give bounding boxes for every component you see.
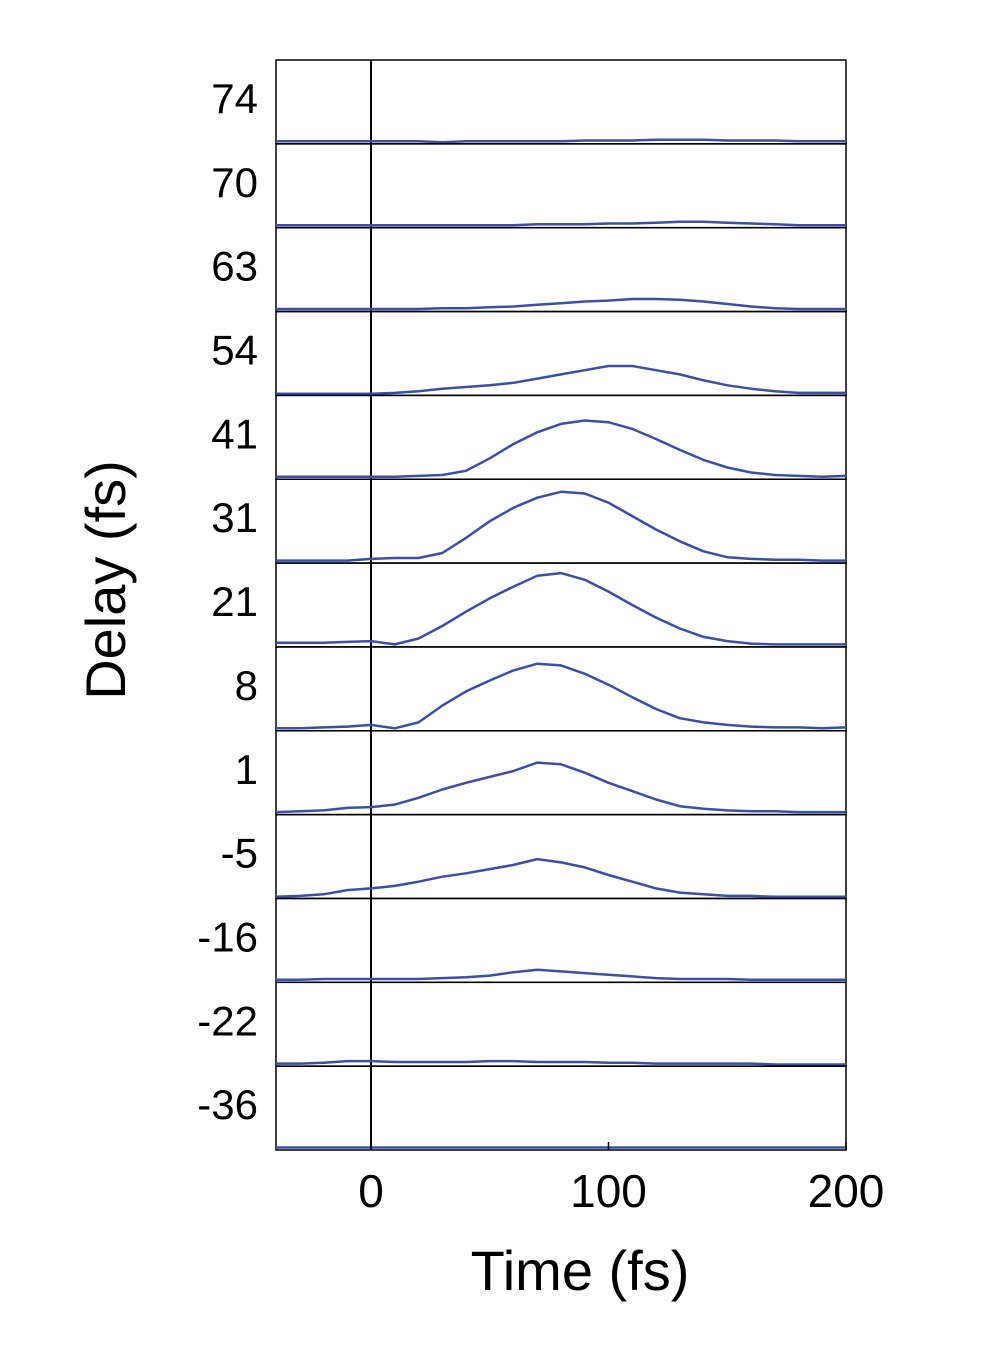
y-axis-label: Delay (fs) <box>74 460 137 700</box>
delay-label: 54 <box>211 327 258 374</box>
delay-label: 41 <box>211 410 258 457</box>
delay-label: -22 <box>197 997 258 1044</box>
trace <box>276 297 846 311</box>
delay-label: -16 <box>197 913 258 960</box>
panel-frame <box>275 981 847 1067</box>
x-axis-label: Time (fs) <box>471 1239 690 1302</box>
trace <box>275 857 846 899</box>
trace <box>276 220 846 227</box>
panel-frame <box>275 310 847 397</box>
delay-label: -5 <box>221 830 258 877</box>
panel-frame <box>275 143 847 229</box>
trace <box>276 571 846 646</box>
x-tick-label: 200 <box>808 1165 885 1217</box>
x-tick-label: 100 <box>570 1165 647 1217</box>
trace <box>275 761 846 814</box>
trace <box>276 138 846 144</box>
panel-frame <box>275 646 847 732</box>
delay-label: -36 <box>197 1081 258 1128</box>
trace <box>276 662 847 730</box>
delay-label: 74 <box>211 75 258 122</box>
delay-label: 70 <box>211 159 258 206</box>
x-tick-label: 0 <box>358 1165 384 1217</box>
delay-label: 31 <box>211 494 258 541</box>
panel-frame <box>275 1065 847 1151</box>
panel-frame <box>275 394 847 480</box>
panel-frame <box>275 59 847 145</box>
panel-frame <box>275 897 847 984</box>
trace <box>276 1059 846 1066</box>
panel-frame <box>275 813 847 900</box>
trace <box>276 364 846 395</box>
delay-label: 8 <box>235 662 258 709</box>
trace <box>276 419 847 478</box>
panel-frame <box>275 562 847 648</box>
panel-frame <box>275 730 847 816</box>
trace <box>276 968 846 982</box>
delay-label: 1 <box>235 746 258 793</box>
delay-label: 21 <box>211 578 258 625</box>
delay-label: 63 <box>211 243 258 290</box>
panel-frame <box>275 226 847 313</box>
trace <box>276 490 846 562</box>
